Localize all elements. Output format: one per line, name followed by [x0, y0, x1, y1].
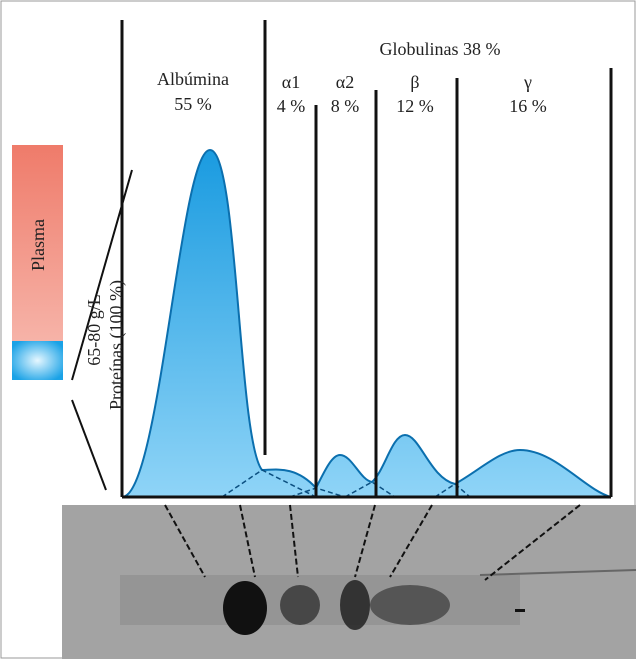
concentration-label: 65-80 g/L [84, 294, 104, 366]
fraction-percent: 55 % [174, 94, 212, 114]
electrophoresis-curve [121, 148, 612, 498]
fraction-label: Albúmina [157, 69, 229, 89]
fraction-percent: 4 % [277, 96, 306, 116]
plasma-bar [12, 145, 63, 341]
gel-pointers [164, 504, 581, 581]
fraction-percent: 16 % [509, 96, 547, 116]
fraction-label: α1 [282, 72, 300, 92]
section-lines [120, 20, 613, 499]
protein-bar [12, 341, 63, 380]
gel-strip [62, 505, 636, 659]
zoom-line [71, 169, 133, 381]
fraction-label: α2 [336, 72, 354, 92]
plasma-label: Plasma [28, 219, 48, 271]
fraction-label: β [410, 72, 419, 92]
zoom-line [71, 399, 107, 491]
proteins-label: Proteínas (100 %) [106, 280, 127, 410]
fraction-percent: 12 % [396, 96, 434, 116]
fraction-percent: 8 % [331, 96, 360, 116]
fraction-label: γ [523, 72, 532, 92]
globulins-title: Globulinas 38 % [380, 39, 501, 59]
